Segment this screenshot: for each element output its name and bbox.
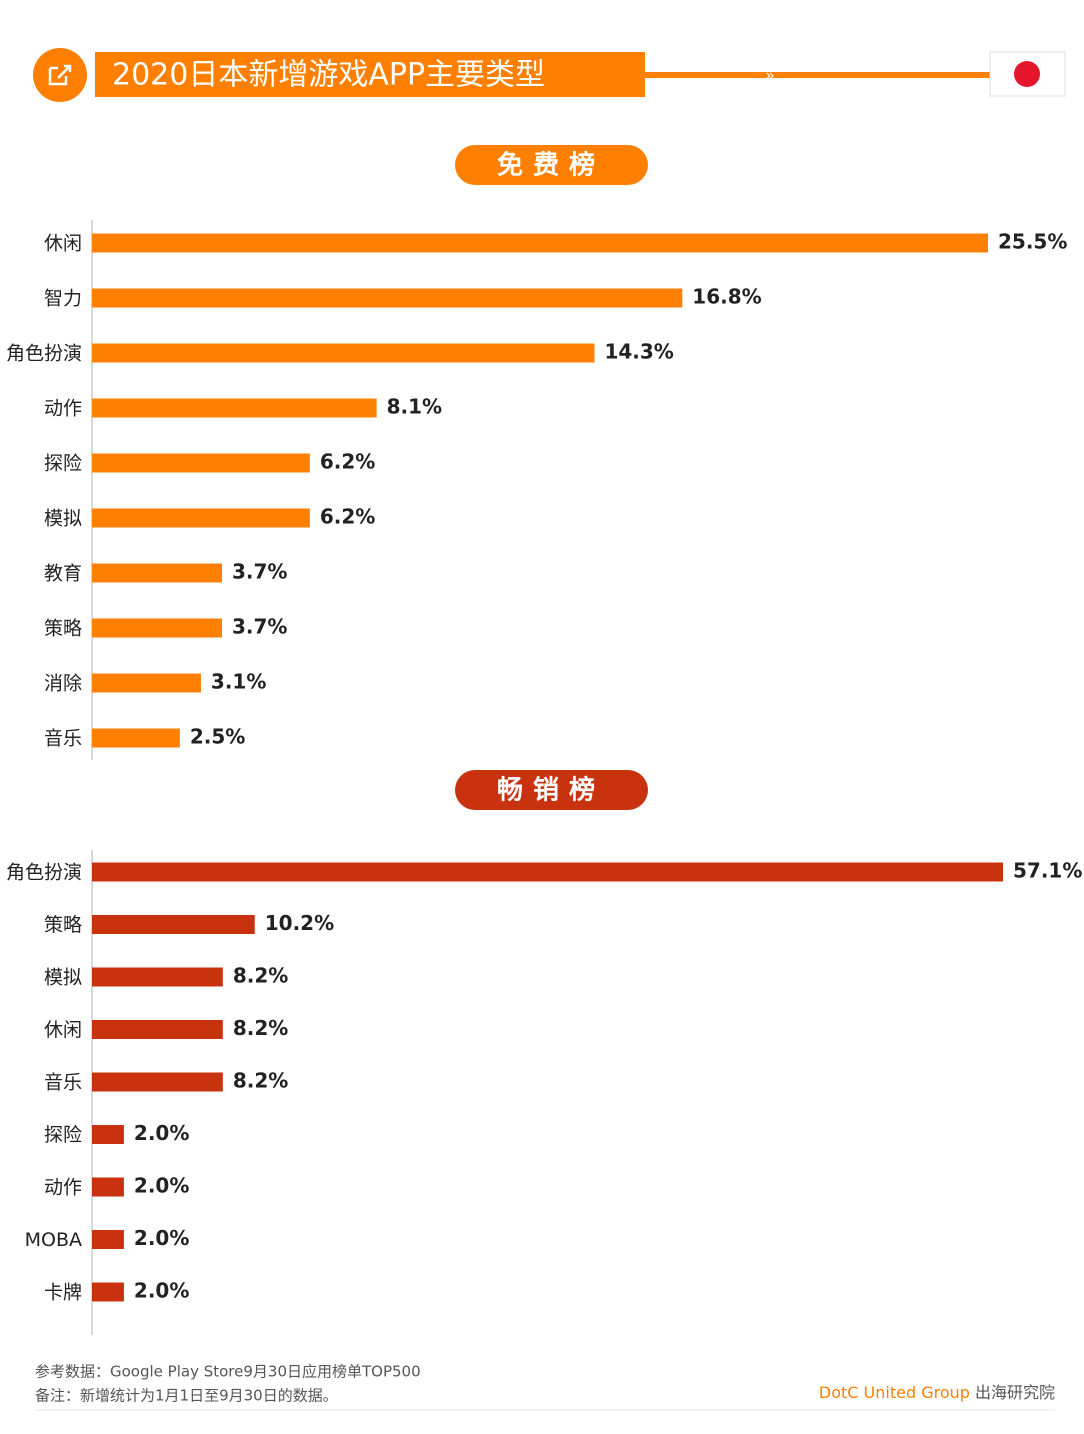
bar: [92, 673, 201, 693]
brand-suffix: 出海研究院: [970, 1383, 1055, 1402]
bar: [92, 453, 310, 473]
category-label: 动作: [44, 1177, 82, 1199]
category-label: 探险: [44, 1124, 82, 1146]
value-label: 25.5%: [998, 230, 1067, 254]
flag-sun: [1014, 61, 1040, 87]
bar: [92, 563, 223, 583]
category-label: 音乐: [44, 1072, 82, 1094]
note: 备注：新增统计为1月1日至9月30日的数据。: [35, 1387, 338, 1405]
bar: [92, 1125, 124, 1144]
value-label: 2.5%: [190, 725, 245, 749]
header-line: [645, 72, 990, 78]
value-label: 16.8%: [692, 285, 761, 309]
bar: [92, 618, 223, 638]
category-label: 休闲: [44, 233, 82, 255]
value-label: 2.0%: [134, 1279, 189, 1303]
value-label: 10.2%: [265, 911, 334, 935]
bar: [92, 233, 988, 253]
value-label: 3.7%: [232, 615, 287, 639]
bar: [92, 862, 1003, 882]
category-label: 动作: [44, 398, 82, 420]
brand: DotC United Group 出海研究院: [819, 1383, 1055, 1402]
brand-name: DotC United Group: [819, 1383, 970, 1402]
header-banner: [95, 52, 645, 97]
section-pill: [455, 145, 648, 185]
bar: [92, 508, 310, 528]
category-label: 休闲: [44, 1019, 82, 1041]
category-label: 音乐: [44, 728, 82, 750]
value-label: 8.2%: [233, 1016, 288, 1040]
bar: [92, 728, 180, 748]
value-label: 6.2%: [320, 505, 375, 529]
section-pill: [455, 770, 648, 810]
value-label: 3.1%: [211, 670, 266, 694]
bar: [92, 343, 595, 363]
category-label: 角色扮演: [6, 343, 82, 365]
bar: [92, 915, 255, 934]
bar: [92, 1072, 223, 1092]
note: 参考数据：Google Play Store9月30日应用榜单TOP500: [35, 1363, 421, 1381]
category-label: 探险: [44, 453, 82, 475]
bar: [92, 1177, 124, 1197]
bar: [92, 398, 377, 418]
value-label: 8.1%: [387, 395, 442, 419]
section-title: 畅销榜: [497, 775, 605, 806]
bar: [92, 1020, 223, 1039]
value-label: 2.0%: [134, 1121, 189, 1145]
icon-glyph: [48, 64, 72, 86]
category-label: 消除: [44, 673, 82, 695]
value-label: 6.2%: [320, 450, 375, 474]
value-label: 2.0%: [134, 1174, 189, 1198]
bar: [92, 288, 683, 308]
bar: [92, 967, 223, 987]
bar: [92, 1282, 124, 1302]
category-label: MOBA: [25, 1229, 82, 1251]
category-label: 模拟: [44, 508, 82, 530]
bar: [92, 1230, 124, 1249]
section-title: 免费榜: [497, 150, 605, 181]
page-title: 2020日本新增游戏APP主要类型: [112, 58, 545, 93]
value-label: 8.2%: [233, 964, 288, 988]
value-label: 8.2%: [233, 1069, 288, 1093]
value-label: 2.0%: [134, 1226, 189, 1250]
category-label: 策略: [44, 914, 82, 936]
category-label: 卡牌: [44, 1282, 82, 1304]
value-label: 3.7%: [232, 560, 287, 584]
category-label: 策略: [44, 618, 82, 640]
category-label: 角色扮演: [6, 862, 82, 884]
category-label: 模拟: [44, 967, 82, 989]
arrow-deco: »: [765, 66, 775, 85]
category-label: 教育: [44, 563, 82, 585]
value-label: 57.1%: [1013, 859, 1082, 883]
value-label: 14.3%: [604, 340, 673, 364]
flag: [989, 51, 1066, 97]
category-label: 智力: [44, 288, 82, 310]
